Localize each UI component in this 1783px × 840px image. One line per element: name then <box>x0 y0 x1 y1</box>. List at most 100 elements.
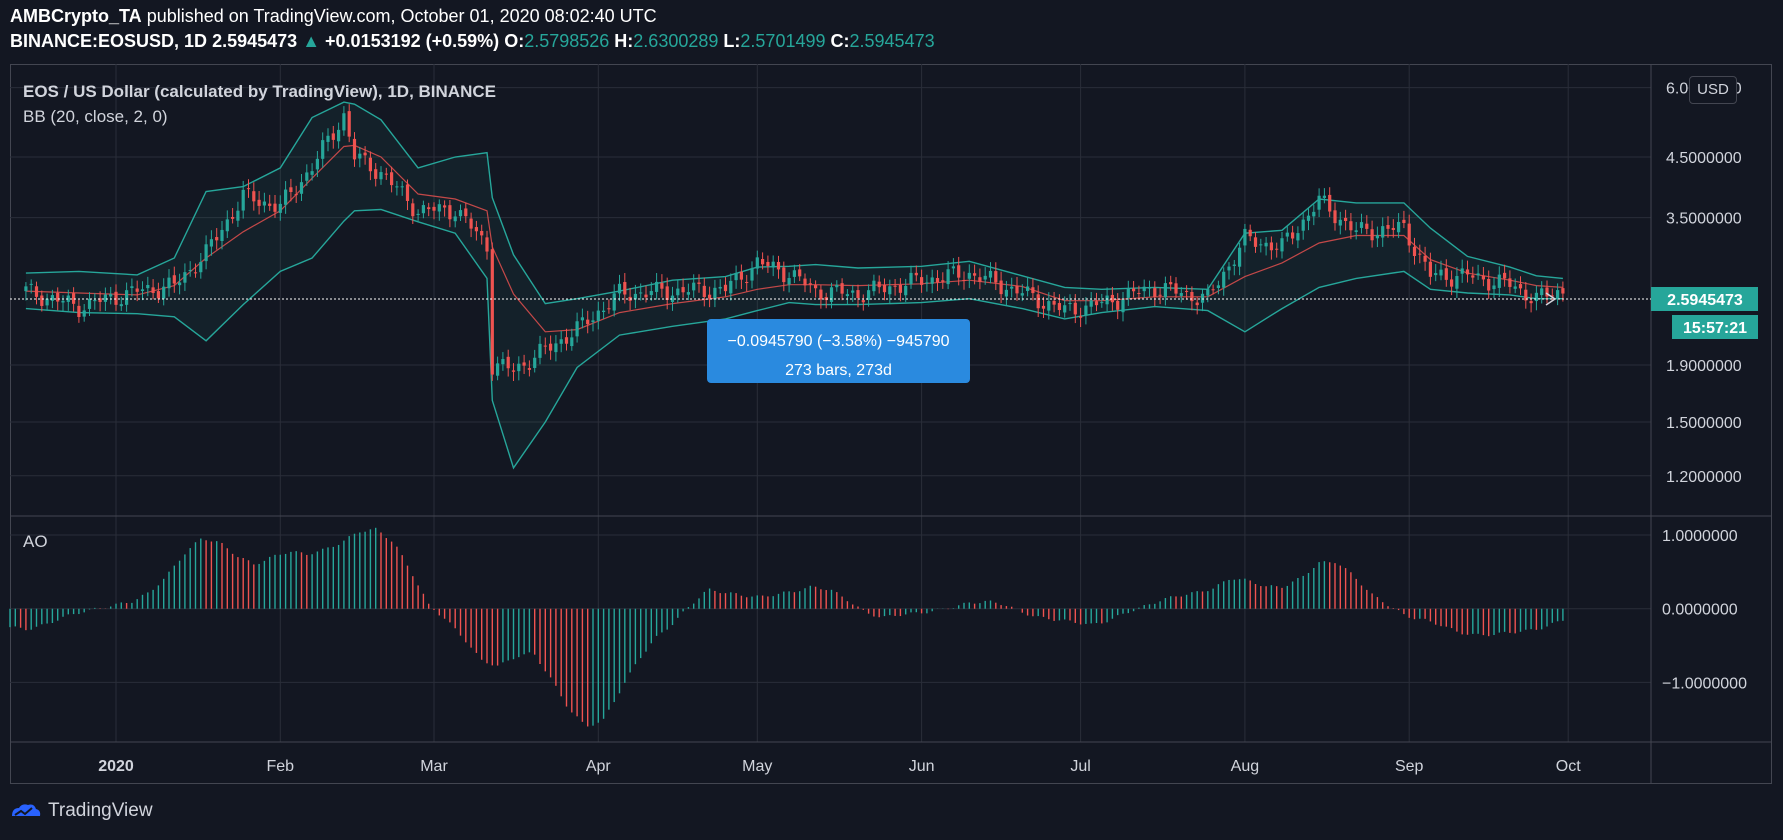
candle-body <box>1513 286 1517 289</box>
candle-body <box>1455 276 1459 289</box>
candle-body <box>702 285 706 298</box>
symbol-name: BINANCE:EOSUSD <box>10 31 175 51</box>
footer-brand[interactable]: TradingView <box>10 800 153 822</box>
candle-body <box>294 194 298 196</box>
candle-body <box>1269 242 1273 251</box>
candle-body <box>40 295 44 306</box>
candle-body <box>1450 279 1454 287</box>
scroll-right-icon[interactable] <box>1545 292 1557 306</box>
candle-body <box>421 205 425 214</box>
candle-body <box>363 152 367 156</box>
candle-body <box>1094 301 1099 306</box>
candle-body <box>914 272 918 276</box>
candle-body <box>337 129 341 142</box>
candle-body <box>140 289 145 292</box>
candle-body <box>522 362 526 366</box>
candle-body <box>379 172 383 180</box>
candle-body <box>1179 293 1183 296</box>
candle-body <box>24 286 28 292</box>
candle-body <box>162 286 166 299</box>
candle-body <box>1110 294 1114 303</box>
countdown-badge-bg <box>1672 315 1758 339</box>
candle-body <box>427 207 431 210</box>
candle-body <box>1073 302 1077 315</box>
candle-body <box>1333 210 1337 224</box>
ao-tick-label: 1.0000000 <box>1662 528 1738 545</box>
time-tick-label: Aug <box>1231 758 1259 775</box>
candle-body <box>999 280 1003 295</box>
candle-body <box>183 272 187 283</box>
candle-body <box>792 270 796 277</box>
time-tick-label: May <box>742 758 772 775</box>
candle-body <box>1306 215 1311 221</box>
candle-body <box>45 298 49 306</box>
candle-body <box>851 290 855 293</box>
high-label: H: <box>614 31 634 51</box>
candle-body <box>1561 288 1565 294</box>
candle-body <box>1100 302 1104 304</box>
candle-body <box>888 286 892 295</box>
candle-body <box>411 203 415 217</box>
candle-body <box>1386 225 1390 229</box>
candle-body <box>310 171 314 175</box>
candle-body <box>1063 305 1067 313</box>
chart-frame[interactable] <box>10 64 1772 784</box>
candle-body <box>1428 261 1432 277</box>
candle-body <box>1291 232 1295 239</box>
candle-body <box>1195 302 1199 306</box>
candle-body <box>946 269 950 285</box>
candle-body <box>119 304 123 307</box>
candle-body <box>517 363 521 372</box>
candle-body <box>1031 287 1035 294</box>
legend-indicator[interactable]: BB (20, close, 2, 0) <box>23 107 168 126</box>
measure-line2: 273 bars, 273d <box>785 362 892 379</box>
candle-body <box>501 359 505 365</box>
author-name[interactable]: AMBCrypto_TA <box>10 6 142 26</box>
candle-body <box>400 186 404 188</box>
candle-body <box>570 337 574 347</box>
candle-body <box>246 188 251 190</box>
time-tick-label: Apr <box>586 758 612 775</box>
candle-body <box>490 249 494 375</box>
candle-body <box>464 208 468 217</box>
legend-oscillator[interactable]: AO <box>23 532 48 551</box>
candle-body <box>1041 305 1046 309</box>
candle-body <box>973 273 977 276</box>
candle-body <box>151 287 155 294</box>
candle-body <box>315 158 319 170</box>
interval: 1D <box>184 31 208 51</box>
candle-body <box>1142 286 1146 292</box>
candle-body <box>395 186 399 188</box>
candle-body <box>776 261 781 270</box>
candle-body <box>909 272 913 285</box>
candle-body <box>1116 300 1120 310</box>
candle-body <box>1301 219 1305 231</box>
candle-body <box>1285 232 1289 237</box>
candle-body <box>1137 292 1141 294</box>
price-axis-ticks: 6.00000004.50000003.50000001.90000001.50… <box>1662 81 1747 693</box>
candle-body <box>856 290 860 298</box>
candle-body <box>623 282 627 295</box>
candle-body <box>1216 285 1220 289</box>
legend-title[interactable]: EOS / US Dollar (calculated by TradingVi… <box>23 82 496 101</box>
candle-body <box>1338 219 1342 226</box>
brand-name: TradingView <box>48 800 153 821</box>
time-tick-label: Sep <box>1395 758 1424 775</box>
candle-body <box>204 244 208 262</box>
candle-body <box>580 317 584 321</box>
candle-body <box>1026 286 1030 291</box>
candle-body <box>718 286 722 289</box>
candle-body <box>437 204 441 212</box>
candle-body <box>591 320 595 323</box>
candle-body <box>1418 253 1422 255</box>
candle-body <box>1444 268 1448 280</box>
candle-body <box>1460 268 1464 274</box>
currency-button[interactable]: USD <box>1689 76 1737 104</box>
candle-body <box>1079 316 1083 318</box>
candle-body <box>215 237 219 241</box>
candle-body <box>676 288 680 296</box>
candle-body <box>898 284 902 293</box>
ao-histogram <box>9 527 1564 727</box>
candle-body <box>549 343 553 351</box>
